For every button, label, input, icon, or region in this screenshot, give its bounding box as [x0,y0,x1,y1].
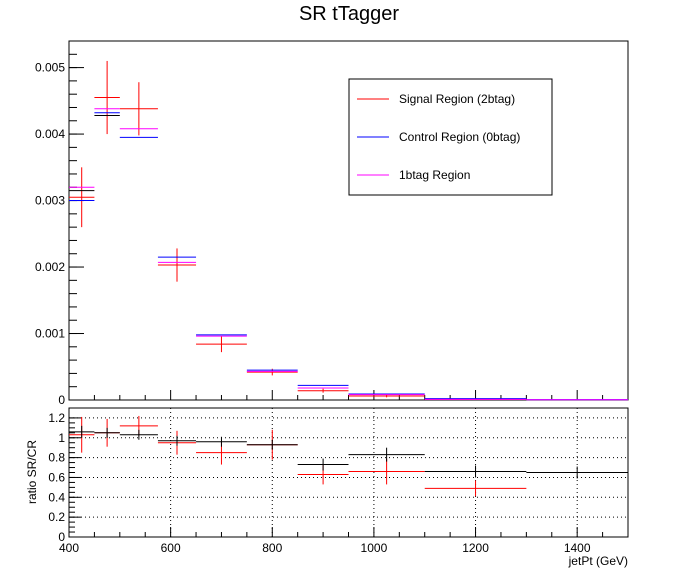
y-tick-label: 0.003 [35,194,65,208]
ratio-y-tick-label: 1.2 [48,411,65,425]
legend-label-signal: Signal Region (2btag) [399,92,515,106]
x-tick-label: 1400 [564,541,591,555]
legend-label-1btag: 1btag Region [399,168,470,182]
series-3 [69,114,120,192]
y-tick-label: 0 [58,393,65,407]
legend-label-control: Control Region (0btag) [399,130,520,144]
ratio-y-tick-label: 0.2 [48,510,65,524]
ratio-series-layer [69,415,628,497]
ratio-y-tick-label: 0 [58,530,65,544]
ratio-y-tick-label: 0.8 [48,451,65,465]
series-2 [69,108,628,401]
y-axis-title-ratio: ratio SR/CR [25,440,39,504]
main-series-layer [69,60,628,401]
x-tick-label: 600 [161,541,181,555]
x-tick-label: 400 [59,541,79,555]
legend: Signal Region (2btag) Control Region (0b… [348,78,553,196]
y-tick-label: 0.005 [35,61,65,75]
x-axis-title: jetPt (GeV) [568,554,628,568]
chart-title: SR tTagger [299,3,399,25]
ratio-y-tick-label: 1 [58,431,65,445]
y-tick-label: 0.002 [35,260,65,274]
x-tick-label: 800 [262,541,282,555]
ratio-y-tick-label: 0.6 [48,470,65,484]
y-tick-label: 0.004 [35,127,65,141]
x-tick-label: 1000 [361,541,388,555]
y-tick-label: 0.001 [35,327,65,341]
ratio-series-1 [69,425,628,479]
x-tick-label: 1200 [462,541,489,555]
ratio-y-tick-label: 0.4 [48,490,65,504]
ratio-axis-ticks: 0 0.2 0.4 0.6 0.8 1 1.2 400 600 800 1000 1200 1400 [48,411,629,555]
